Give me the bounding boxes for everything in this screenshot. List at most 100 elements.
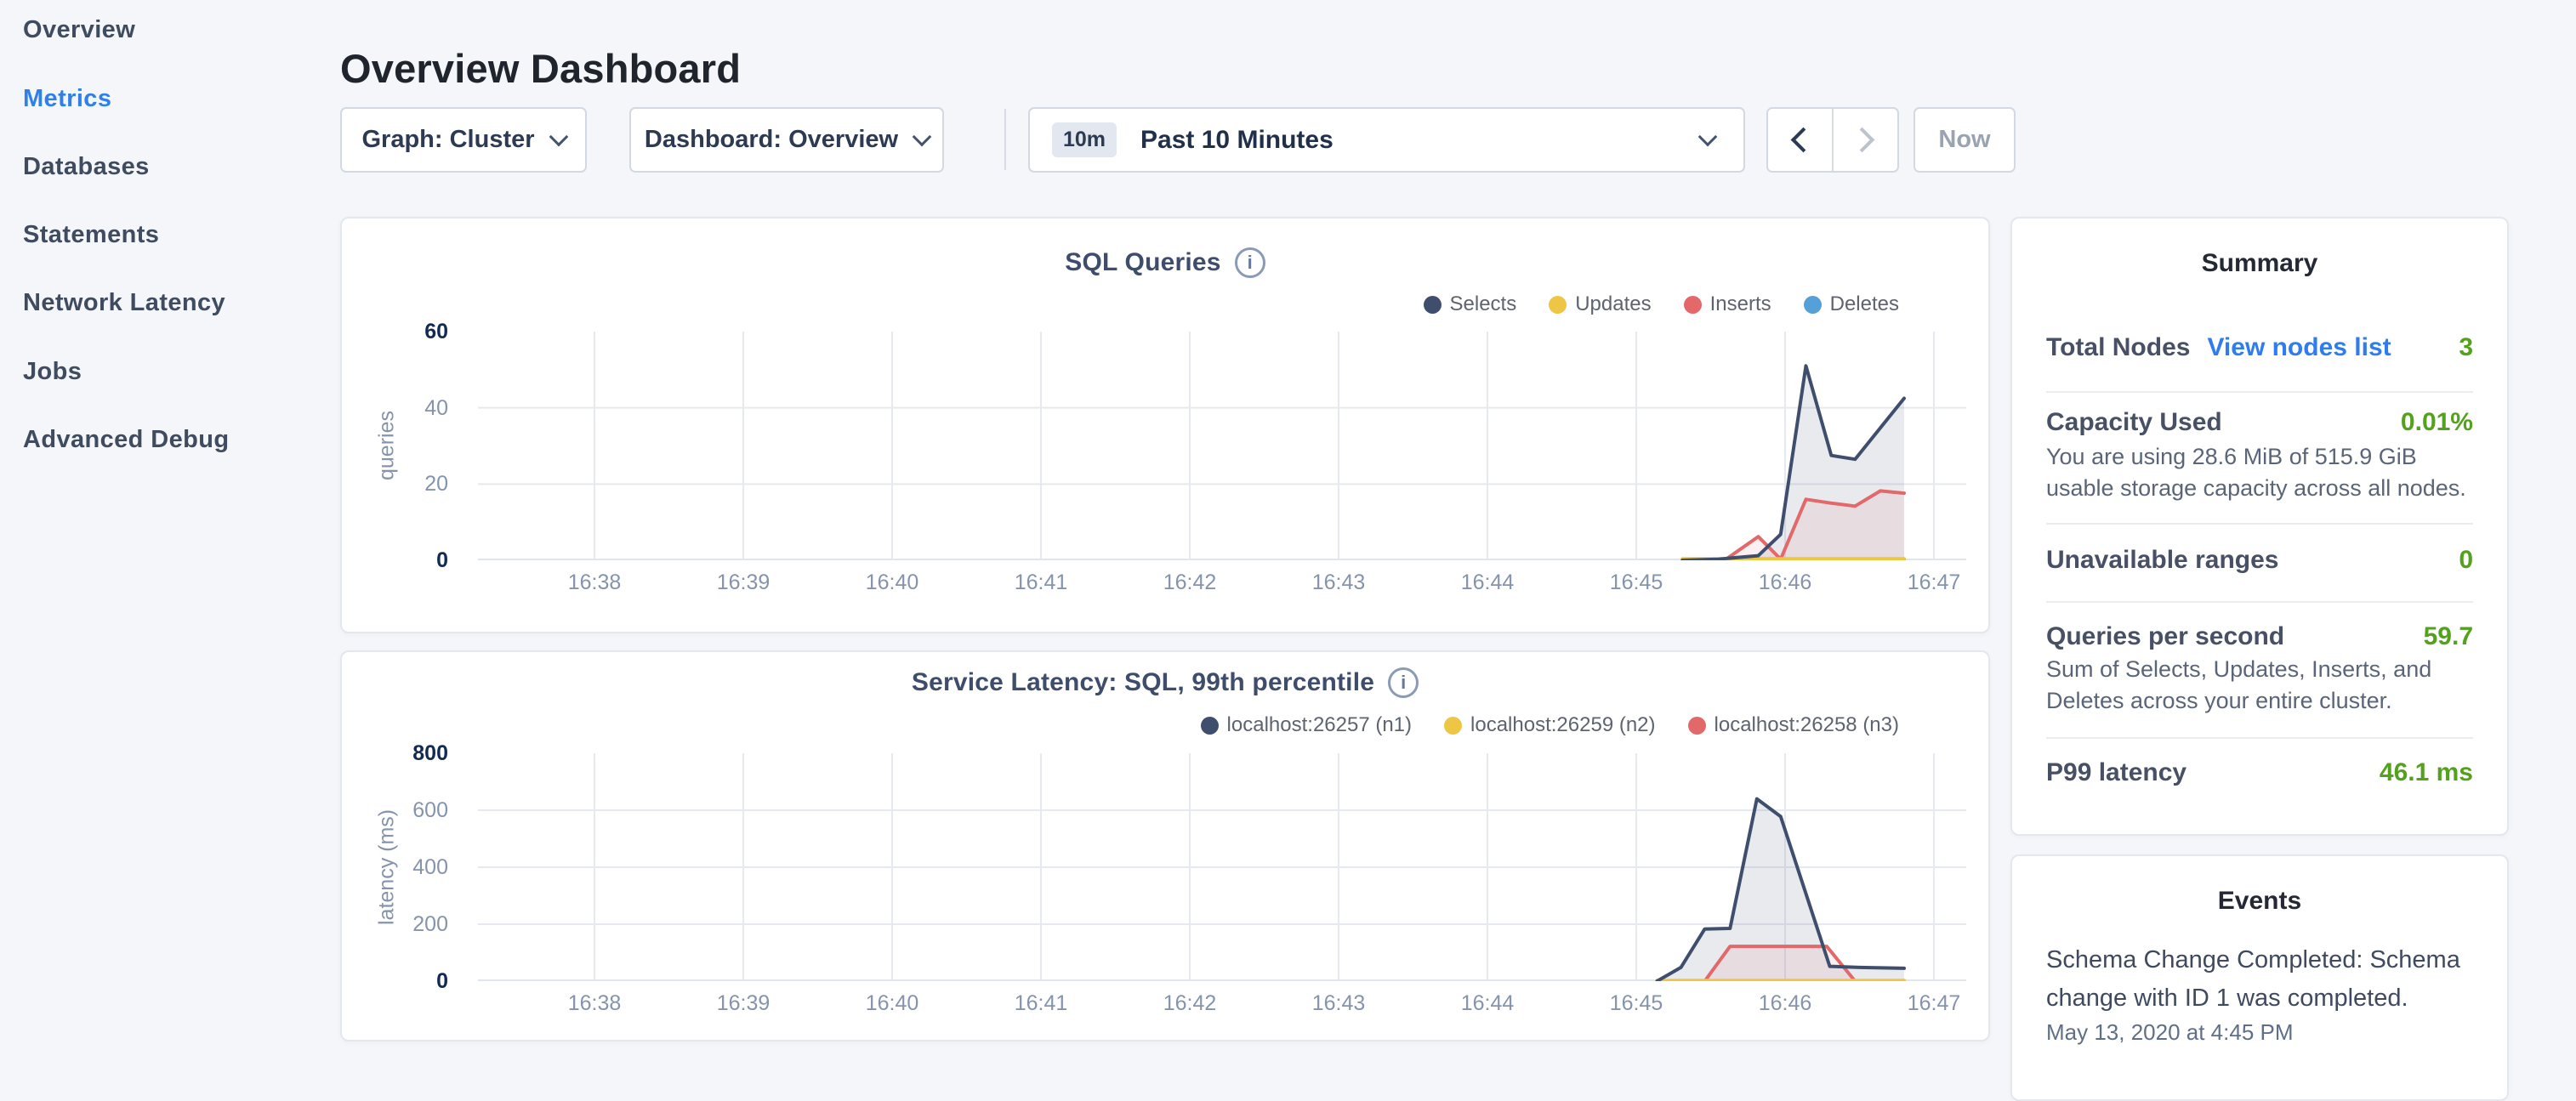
summary-title: Summary <box>2012 249 2507 278</box>
summary-value: 46.1 ms <box>2380 758 2473 787</box>
plot-region[interactable] <box>478 753 1966 981</box>
summary-label: Capacity Used <box>2046 408 2222 437</box>
summary-label: Unavailable ranges <box>2046 546 2278 575</box>
time-range-badge: 10m <box>1052 122 1117 157</box>
legend-item[interactable]: Selects <box>1424 292 1517 316</box>
sidebar-item-metrics[interactable]: Metrics <box>23 82 111 116</box>
y-tick-label: 0 <box>363 968 448 995</box>
x-tick-label: 16:47 <box>1883 570 1985 595</box>
legend-item[interactable]: localhost:26259 (n2) <box>1444 713 1655 737</box>
legend-item[interactable]: localhost:26257 (n1) <box>1201 713 1412 737</box>
time-range-dropdown[interactable]: 10m Past 10 Minutes <box>1028 107 1745 173</box>
chevron-down-icon <box>549 127 568 146</box>
graph-scope-label: Graph: Cluster <box>361 126 534 154</box>
sidebar-item-advanced-debug[interactable]: Advanced Debug <box>23 423 229 457</box>
plot-region[interactable] <box>478 332 1966 560</box>
y-axis-labels: 0204060 <box>363 332 448 560</box>
dashboard-dropdown[interactable]: Dashboard: Overview <box>629 107 944 173</box>
x-tick-label: 16:46 <box>1734 991 1836 1016</box>
legend-dot-icon <box>1684 296 1702 314</box>
summary-label: Queries per second <box>2046 622 2284 651</box>
summary-description: You are using 28.6 MiB of 515.9 GiB usab… <box>2046 441 2482 504</box>
legend-item[interactable]: Updates <box>1549 292 1651 316</box>
prev-timespan-button[interactable] <box>1768 109 1832 171</box>
summary-label: P99 latency <box>2046 758 2186 787</box>
view-nodes-list-link[interactable]: View nodes list <box>2207 333 2391 362</box>
legend-label: localhost:26258 (n3) <box>1714 713 1899 737</box>
y-axis-labels: 0200400600800 <box>363 753 448 981</box>
y-tick-label: 800 <box>363 740 448 767</box>
x-tick-label: 16:44 <box>1436 570 1538 595</box>
y-tick-label: 60 <box>363 318 448 345</box>
sidebar-item-statements[interactable]: Statements <box>23 218 159 252</box>
legend-label: localhost:26257 (n1) <box>1227 713 1412 737</box>
metrics-page: { "sidebar": { "items": [ {"label": "Ove… <box>0 0 2576 1051</box>
y-tick-label: 20 <box>363 470 448 497</box>
y-tick-label: 400 <box>363 854 448 881</box>
sidebar-item-jobs[interactable]: Jobs <box>23 355 82 389</box>
graph-scope-dropdown[interactable]: Graph: Cluster <box>340 107 587 173</box>
legend-item[interactable]: Deletes <box>1804 292 1899 316</box>
summary-row-queries-per-second: Queries per second 59.7 <box>2046 618 2473 655</box>
legend-dot-icon <box>1804 296 1822 314</box>
sidebar-item-databases[interactable]: Databases <box>23 150 150 184</box>
x-tick-label: 16:47 <box>1883 991 1985 1016</box>
chart-title: SQL Queries <box>1065 248 1220 277</box>
sidebar-item-network-latency[interactable]: Network Latency <box>23 286 225 320</box>
summary-label: Total Nodes <box>2046 333 2190 362</box>
legend-item[interactable]: Inserts <box>1684 292 1771 316</box>
chevron-left-icon <box>1791 128 1817 153</box>
chart-canvas <box>478 332 1966 560</box>
info-icon[interactable]: i <box>1388 667 1419 698</box>
x-tick-label: 16:39 <box>692 570 794 595</box>
legend-label: Inserts <box>1710 292 1771 316</box>
sidebar: Overview Metrics Databases Statements Ne… <box>0 0 340 1051</box>
summary-row-p99-latency: P99 latency 46.1 ms <box>2046 754 2473 792</box>
summary-value: 3 <box>2459 333 2473 362</box>
x-tick-label: 16:44 <box>1436 991 1538 1016</box>
legend-dot-icon <box>1688 717 1706 735</box>
info-icon[interactable]: i <box>1235 247 1265 278</box>
divider <box>2046 391 2473 393</box>
y-tick-label: 600 <box>363 797 448 824</box>
summary-description: Sum of Selects, Updates, Inserts, and De… <box>2046 654 2482 717</box>
legend-dot-icon <box>1444 717 1462 735</box>
event-timestamp: May 13, 2020 at 4:45 PM <box>2046 1019 2480 1046</box>
x-axis-labels: 16:3816:3916:4016:4116:4216:4316:4416:45… <box>478 570 1966 599</box>
next-timespan-button[interactable] <box>1832 109 1897 171</box>
chart-title: Service Latency: SQL, 99th percentile <box>912 668 1374 697</box>
x-tick-label: 16:45 <box>1585 570 1687 595</box>
y-tick-label: 200 <box>363 911 448 938</box>
chart-legend: Selects Updates Inserts Deletes <box>1424 292 1900 316</box>
divider <box>2046 523 2473 525</box>
info-glyph: i <box>1248 252 1253 274</box>
chart-legend: localhost:26257 (n1) localhost:26259 (n2)… <box>1201 713 1899 737</box>
divider <box>2046 601 2473 603</box>
chevron-down-icon <box>1698 127 1718 146</box>
now-button[interactable]: Now <box>1914 107 2016 173</box>
legend-label: Selects <box>1450 292 1517 316</box>
page-title: Overview Dashboard <box>340 45 741 92</box>
legend-label: localhost:26259 (n2) <box>1470 713 1655 737</box>
x-tick-label: 16:40 <box>841 991 943 1016</box>
x-tick-label: 16:38 <box>543 991 645 1016</box>
x-tick-label: 16:42 <box>1139 570 1241 595</box>
legend-item[interactable]: localhost:26258 (n3) <box>1688 713 1899 737</box>
toolbar-divider <box>1004 109 1006 170</box>
x-tick-label: 16:39 <box>692 991 794 1016</box>
legend-dot-icon <box>1424 296 1442 314</box>
dashboard-label: Dashboard: Overview <box>645 126 898 154</box>
legend-dot-icon <box>1549 296 1567 314</box>
y-tick-label: 40 <box>363 394 448 422</box>
x-tick-label: 16:38 <box>543 570 645 595</box>
service-latency-chart-card: Service Latency: SQL, 99th percentile i … <box>340 650 1990 1041</box>
chevron-down-icon <box>913 127 932 146</box>
time-pager <box>1766 107 1899 173</box>
sidebar-item-overview[interactable]: Overview <box>23 13 135 47</box>
x-tick-label: 16:40 <box>841 570 943 595</box>
x-tick-label: 16:43 <box>1288 991 1390 1016</box>
x-tick-label: 16:45 <box>1585 991 1687 1016</box>
chevron-right-icon <box>1850 128 1875 153</box>
chart-canvas <box>478 753 1966 981</box>
x-tick-label: 16:46 <box>1734 570 1836 595</box>
